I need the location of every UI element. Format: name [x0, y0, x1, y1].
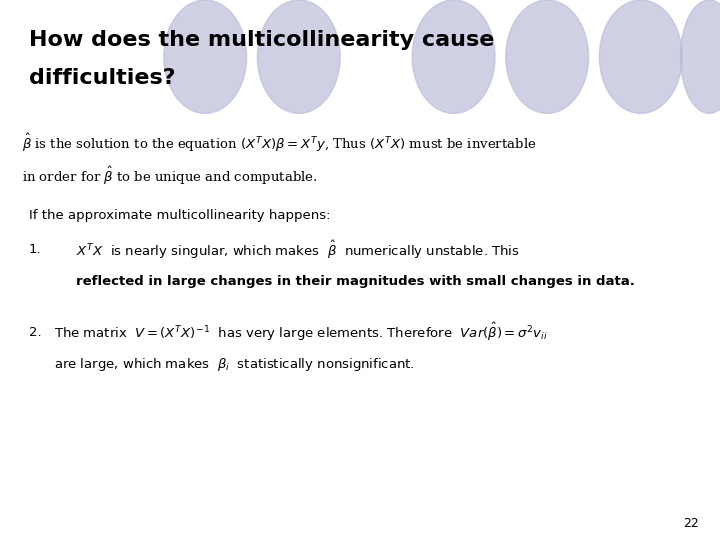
Ellipse shape: [413, 0, 495, 113]
Text: $X^T X$  is nearly singular, which makes  $\hat{\beta}$  numerically unstable. T: $X^T X$ is nearly singular, which makes …: [76, 238, 520, 261]
Text: difficulties?: difficulties?: [29, 68, 176, 89]
Text: in order for $\hat{\beta}$ to be unique and computable.: in order for $\hat{\beta}$ to be unique …: [22, 164, 318, 187]
Ellipse shape: [680, 0, 720, 113]
Text: 2.: 2.: [29, 326, 42, 339]
Ellipse shape: [599, 0, 682, 113]
Ellipse shape: [506, 0, 589, 113]
Text: 22: 22: [683, 517, 698, 530]
Text: If the approximate multicollinearity happens:: If the approximate multicollinearity hap…: [29, 210, 330, 222]
Ellipse shape: [163, 0, 246, 113]
Text: are large, which makes  $\beta_i$  statistically nonsignificant.: are large, which makes $\beta_i$ statist…: [54, 356, 415, 373]
Text: The matrix  $V = (X^T X)^{-1}$  has very large elements. Therefore  $Var(\hat{\b: The matrix $V = (X^T X)^{-1}$ has very l…: [54, 321, 548, 343]
Text: 1.: 1.: [29, 243, 42, 256]
Text: reflected in large changes in their magnitudes with small changes in data.: reflected in large changes in their magn…: [76, 275, 634, 288]
Ellipse shape: [258, 0, 340, 113]
Text: $\hat{\beta}$ is the solution to the equation $(X^T X)\beta = X^T y$, Thus $(X^T: $\hat{\beta}$ is the solution to the equ…: [22, 132, 536, 154]
Text: How does the multicollinearity cause: How does the multicollinearity cause: [29, 30, 494, 51]
